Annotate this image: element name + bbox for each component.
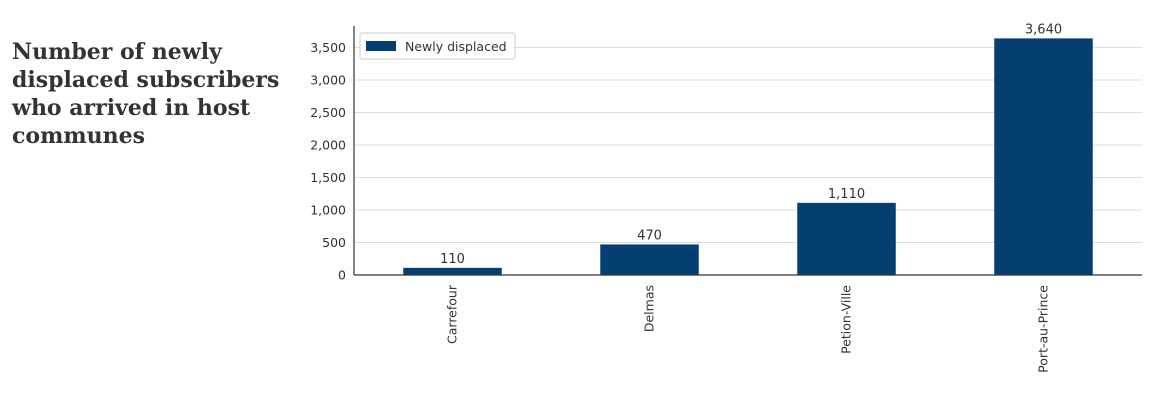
bars <box>403 38 1093 276</box>
y-tick-label: 2,500 <box>310 105 346 120</box>
data-labels: 110 470 1,110 3,640 <box>440 22 1062 266</box>
x-tick-label: Port-au-Prince <box>1036 285 1051 373</box>
x-tick-label: Delmas <box>642 285 657 332</box>
legend-swatch <box>366 41 396 51</box>
x-tick-label: Petion-Ville <box>839 285 854 354</box>
y-tick-labels: 0 500 1,000 1,500 2,000 2,500 3,000 3,500 <box>310 40 346 283</box>
y-tick-label: 2,000 <box>310 138 346 153</box>
data-label: 110 <box>440 252 465 267</box>
y-tick-label: 3,000 <box>310 73 346 88</box>
y-tick-label: 1,500 <box>310 170 346 185</box>
y-tick-label: 500 <box>322 235 346 250</box>
data-label: 3,640 <box>1025 22 1062 37</box>
y-tick-label: 3,500 <box>310 40 346 55</box>
data-label: 470 <box>637 228 662 243</box>
bar-port-au-prince <box>994 38 1093 276</box>
x-tick-label: Carrefour <box>445 284 460 344</box>
data-label: 1,110 <box>828 187 865 202</box>
y-tick-label: 1,000 <box>310 203 346 218</box>
bar-delmas <box>600 244 699 275</box>
legend-label: Newly displaced <box>405 39 507 54</box>
bar-petion-ville <box>797 202 896 275</box>
axes <box>353 26 1142 276</box>
x-tick-labels: Carrefour Delmas Petion-Ville Port-au-Princ… <box>445 284 1051 373</box>
legend: Newly displaced <box>359 32 516 60</box>
page-title: Number of newly displaced subscribers wh… <box>12 39 280 149</box>
y-tick-label: 0 <box>338 268 346 283</box>
bar-carrefour <box>403 267 502 275</box>
chart-container: 0 500 1,000 1,500 2,000 2,500 3,000 3,500 Carre… <box>300 0 1166 405</box>
bar-chart: 0 500 1,000 1,500 2,000 2,500 3,000 3,500 Carre… <box>310 22 1142 373</box>
legend-box <box>359 32 516 60</box>
